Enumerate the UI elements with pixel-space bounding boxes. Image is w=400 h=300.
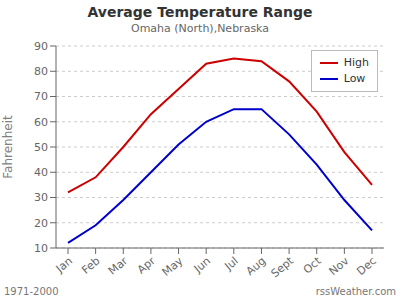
svg-text:10: 10 [34, 242, 48, 255]
svg-text:40: 40 [34, 166, 48, 179]
svg-text:80: 80 [34, 65, 48, 78]
svg-text:90: 90 [34, 40, 48, 53]
html-text:High: High [343, 56, 369, 69]
html-text:Omaha (North),Nebraska: Omaha (North),Nebraska [131, 22, 269, 35]
svg-text:Jun: Jun [191, 254, 213, 276]
svg-text:50: 50 [34, 141, 48, 154]
svg-text:Nov: Nov [327, 254, 352, 278]
svg-text:30: 30 [34, 191, 48, 204]
svg-text:Dec: Dec [354, 254, 379, 278]
html-text:Average Temperature Range: Average Temperature Range [87, 4, 313, 20]
svg-text:Fahrenheit: Fahrenheit [8, 115, 15, 179]
html-text:rssWeather.com: rssWeather.com [315, 286, 396, 297]
svg-text:Feb: Feb [79, 254, 102, 276]
svg-text:Aug: Aug [244, 254, 269, 278]
html-text:1971-2000: 1971-2000 [4, 286, 59, 297]
svg-text:Mar: Mar [106, 254, 131, 278]
svg-text:70: 70 [34, 90, 48, 103]
svg-text:Oct: Oct [301, 254, 324, 277]
html-text:Low: Low [343, 72, 366, 85]
svg-text:May: May [160, 254, 186, 279]
svg-text:Jan: Jan [53, 254, 75, 276]
svg-text:Apr: Apr [135, 254, 158, 276]
svg-text:Jul: Jul [221, 254, 240, 273]
svg-text:20: 20 [34, 217, 48, 230]
svg-text:Sept: Sept [268, 254, 296, 280]
svg-text:60: 60 [34, 116, 48, 129]
